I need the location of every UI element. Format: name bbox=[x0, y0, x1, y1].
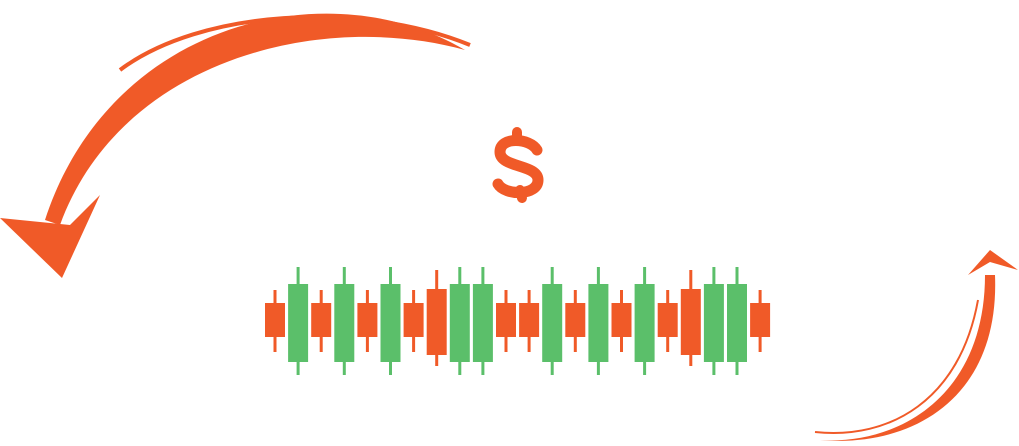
candlestick bbox=[634, 267, 655, 375]
candle-body bbox=[426, 289, 447, 355]
candle-body bbox=[403, 303, 424, 337]
dollar-sign-icon bbox=[492, 127, 544, 203]
candlestick bbox=[727, 267, 747, 375]
curved-arrow-icon bbox=[0, 13, 471, 278]
candlestick bbox=[611, 290, 632, 352]
candlestick bbox=[311, 290, 332, 352]
candlestick bbox=[472, 267, 493, 375]
candlestick bbox=[403, 290, 424, 352]
candlestick bbox=[565, 290, 586, 352]
curved-arrow-icon bbox=[814, 250, 1018, 441]
candle-body bbox=[611, 303, 632, 337]
candlestick bbox=[680, 270, 701, 366]
candlestick-row bbox=[265, 267, 771, 375]
candle-body bbox=[657, 303, 678, 337]
candlestick bbox=[519, 290, 540, 352]
candle-body bbox=[703, 284, 724, 362]
candle-body bbox=[750, 303, 771, 337]
candle-body bbox=[542, 284, 563, 362]
candle-body bbox=[472, 284, 493, 362]
candle-body bbox=[519, 303, 540, 337]
candlestick bbox=[750, 290, 771, 352]
candle-body bbox=[380, 284, 401, 362]
candle-body bbox=[565, 303, 586, 337]
candlestick bbox=[703, 267, 724, 375]
candlestick bbox=[357, 290, 378, 352]
candlestick bbox=[588, 267, 609, 375]
candle-body bbox=[634, 284, 655, 362]
candlestick bbox=[449, 267, 470, 375]
candlestick bbox=[288, 267, 309, 375]
candle-body bbox=[588, 284, 609, 362]
candlestick bbox=[334, 267, 355, 375]
candlestick bbox=[657, 290, 678, 352]
candlestick bbox=[496, 290, 516, 352]
candlestick bbox=[380, 267, 401, 375]
candlestick bbox=[426, 270, 447, 366]
candle-body bbox=[334, 284, 355, 362]
candle-body bbox=[265, 303, 285, 337]
candle-body bbox=[449, 284, 470, 362]
candle-body bbox=[288, 284, 309, 362]
candlestick bbox=[265, 290, 285, 352]
candle-body bbox=[727, 284, 747, 362]
candle-body bbox=[357, 303, 378, 337]
candlestick bbox=[542, 267, 563, 375]
candle-body bbox=[496, 303, 516, 337]
candle-body bbox=[680, 289, 701, 355]
candle-body bbox=[311, 303, 332, 337]
